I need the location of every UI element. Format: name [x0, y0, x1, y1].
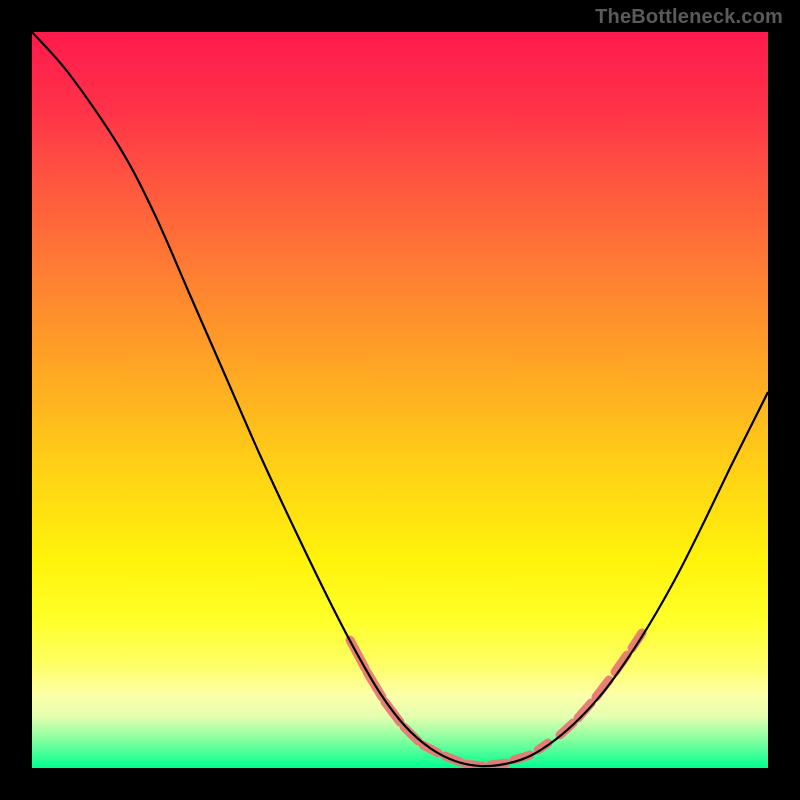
chart-container: TheBottleneck.com — [0, 0, 800, 800]
chart-gradient-background — [32, 32, 768, 768]
bottleneck-chart — [0, 0, 800, 800]
watermark-text: TheBottleneck.com — [595, 6, 783, 29]
